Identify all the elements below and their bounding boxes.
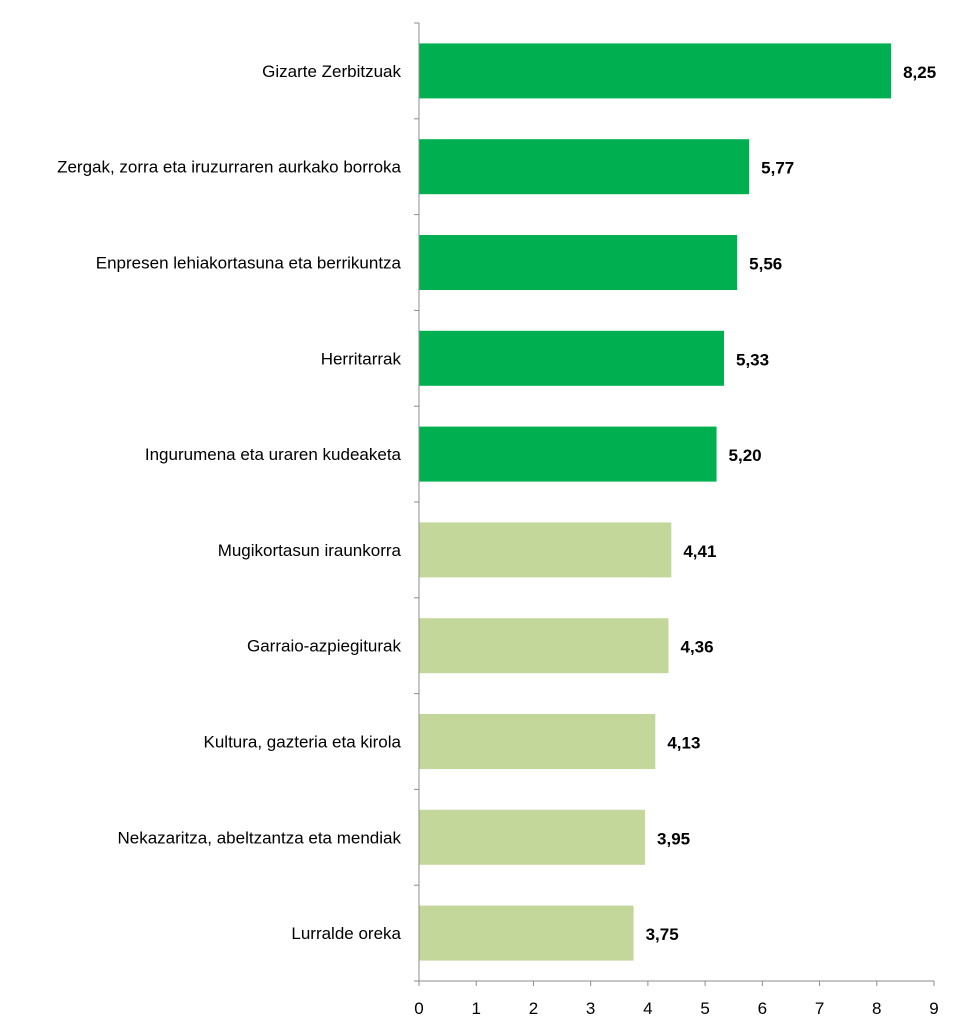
value-label: 5,56 — [749, 255, 782, 274]
category-label: Garraio-azpiegiturak — [247, 637, 402, 656]
category-label: Mugikortasun iraunkorra — [218, 541, 402, 560]
x-tick-label: 2 — [529, 999, 538, 1018]
bar — [419, 43, 892, 99]
value-label: 3,75 — [646, 925, 679, 944]
bar — [419, 618, 669, 674]
x-tick-label: 3 — [586, 999, 595, 1018]
x-tick-label: 4 — [643, 999, 652, 1018]
labels-layer: Gizarte Zerbitzuak 8,25 Zergak, zorra eta … — [57, 62, 936, 944]
category-label: Gizarte Zerbitzuak — [262, 62, 401, 81]
x-tick-label: 0 — [414, 999, 423, 1018]
bar — [419, 809, 646, 865]
value-label: 5,33 — [736, 350, 769, 369]
x-tick-label: 9 — [929, 999, 938, 1018]
category-label: Nekazaritza, abeltzantza eta mendiak — [118, 828, 402, 847]
value-label: 4,36 — [680, 638, 713, 657]
bar — [419, 139, 750, 195]
bars-layer — [419, 43, 892, 961]
bar — [419, 426, 717, 482]
bar — [419, 330, 724, 386]
value-label: 8,25 — [903, 63, 936, 82]
value-label: 4,13 — [667, 734, 700, 753]
category-label: Zergak, zorra eta iruzurraren aurkako bo… — [57, 158, 401, 177]
bar — [419, 522, 672, 578]
category-label: Ingurumena eta uraren kudeaketa — [145, 445, 402, 464]
x-tick-label: 8 — [872, 999, 881, 1018]
bar — [419, 714, 656, 769]
value-label: 5,20 — [729, 446, 762, 465]
value-label: 5,77 — [761, 159, 794, 178]
x-axis-ticks: 0 1 2 3 4 5 6 7 8 9 — [414, 22, 939, 1018]
x-tick-label: 1 — [471, 999, 480, 1018]
value-label: 4,41 — [683, 542, 716, 561]
value-label: 3,95 — [657, 829, 690, 848]
category-label: Herritarrak — [321, 349, 402, 368]
bar — [419, 905, 634, 961]
category-label: Enpresen lehiakortasuna eta berrikuntza — [96, 254, 402, 273]
x-tick-label: 6 — [758, 999, 767, 1018]
bar — [419, 235, 738, 290]
category-label: Lurralde oreka — [291, 924, 401, 943]
x-tick-label: 5 — [700, 999, 709, 1018]
category-label: Kultura, gazteria eta kirola — [204, 733, 402, 752]
x-tick-label: 7 — [815, 999, 824, 1018]
